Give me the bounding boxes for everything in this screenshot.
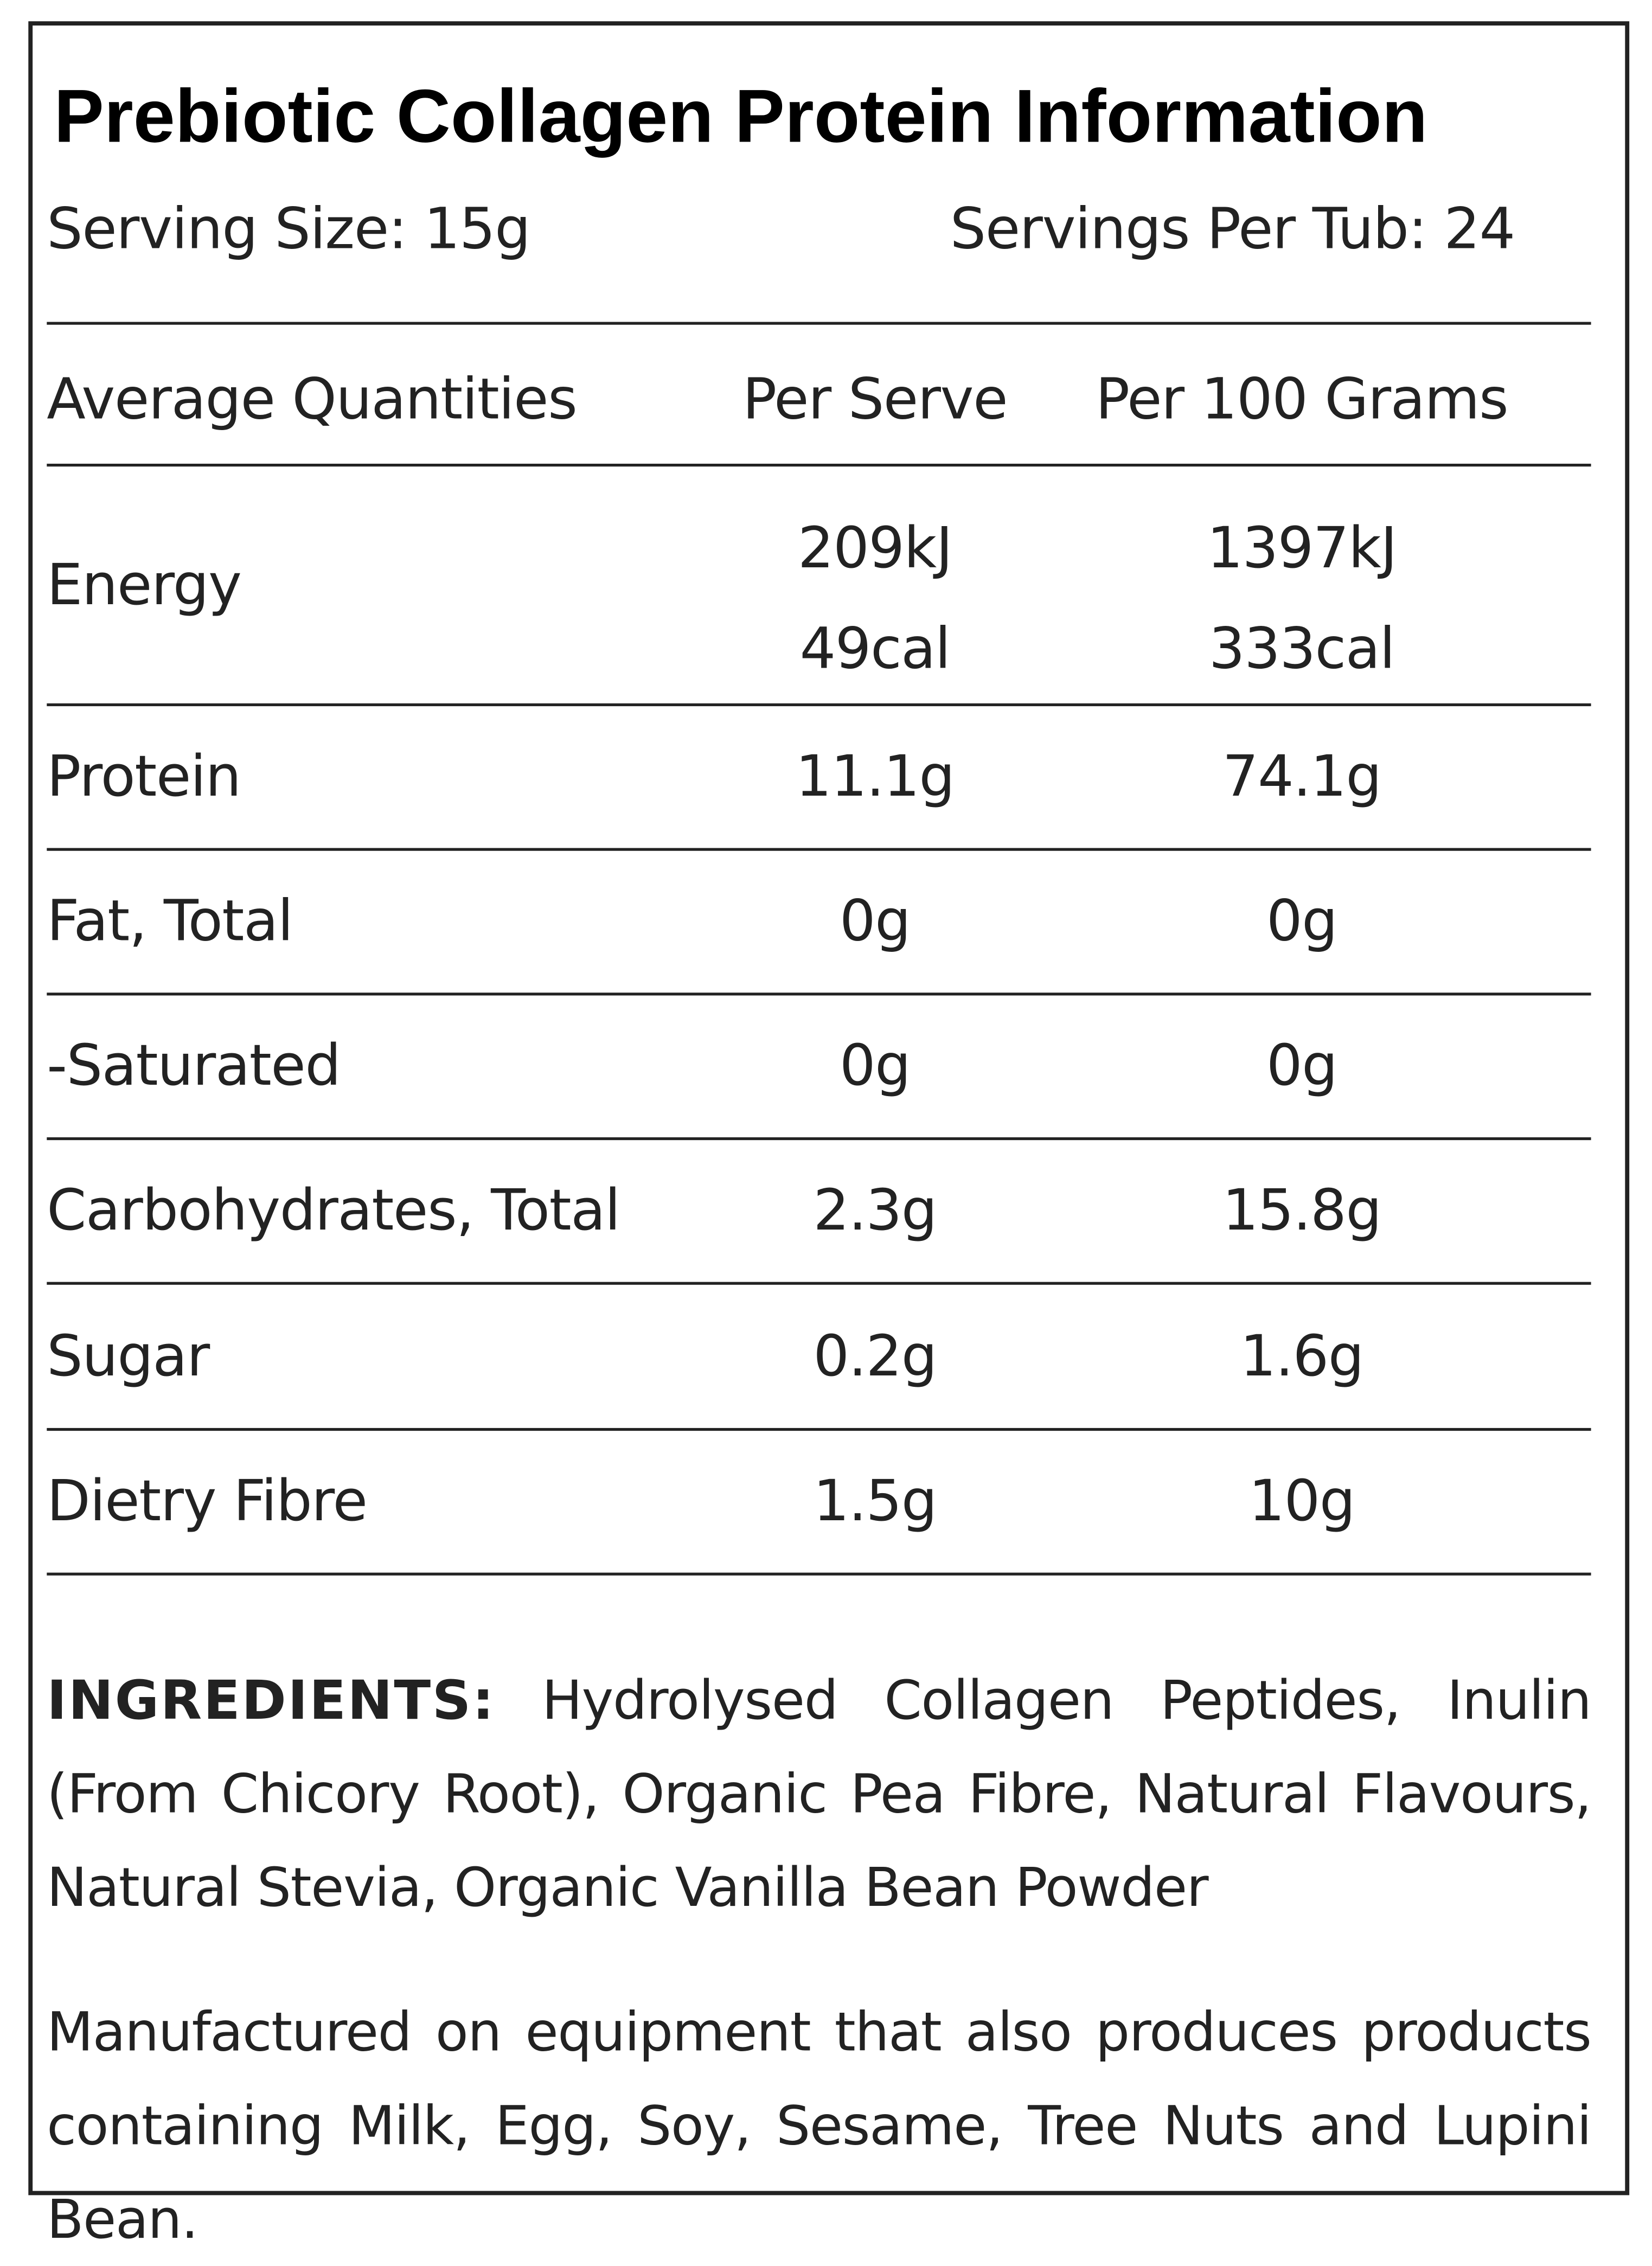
title: Prebiotic Collagen Protein Information [54, 75, 1428, 159]
rule [47, 703, 1591, 707]
rule [47, 1282, 1591, 1285]
value-cell: 49cal [799, 617, 951, 682]
servings-per-tub: Servings Per Tub: 24 [950, 197, 1515, 263]
value-cell: 1.5g [813, 1469, 937, 1534]
header-cell: Average Quantities [47, 367, 577, 433]
row-label: Protein [47, 744, 241, 810]
page: Prebiotic Collagen Protein Information S… [28, 21, 1630, 2251]
row-label: Dietry Fibre [47, 1469, 368, 1534]
rule [47, 463, 1591, 467]
rule [47, 1428, 1591, 1431]
value-cell: 1.6g [1240, 1323, 1364, 1390]
rule [47, 322, 1591, 325]
value-cell: 0.2g [813, 1323, 937, 1390]
value-cell: 0g [840, 889, 911, 955]
header-cell: Per 100 Grams [1096, 367, 1509, 433]
allergen-note: Manufactured on equipment that also prod… [47, 2001, 1592, 2251]
row-label: -Saturated [47, 1034, 341, 1099]
ingredients-label: INGREDIENTS: [47, 1669, 496, 1732]
row-label: Carbohydrates, Total [47, 1178, 620, 1244]
serving-size: Serving Size: 15g [47, 197, 530, 263]
value-cell: 0g [1266, 889, 1338, 955]
rule [47, 993, 1591, 996]
label: Prebiotic Collagen Protein Information S… [28, 21, 1630, 2250]
value-cell: 11.1g [795, 744, 955, 810]
value-cell: 2.3g [813, 1178, 937, 1244]
frame [28, 21, 1630, 2195]
rule [47, 848, 1591, 851]
value-cell: 1397kJ [1207, 516, 1397, 581]
value-cell: 0g [1266, 1034, 1338, 1099]
header-cell: Per Serve [742, 367, 1008, 433]
row-label: Fat, Total [47, 889, 293, 955]
row-label: Sugar [47, 1323, 210, 1390]
value-cell: 10g [1248, 1469, 1355, 1534]
ingredients: INGREDIENTS: Hydrolysed Collagen Peptide… [47, 1654, 1592, 1935]
value-cell: 0g [840, 1034, 911, 1099]
value-cell: 15.8g [1222, 1178, 1382, 1244]
rule [47, 1572, 1591, 1576]
rule [47, 1137, 1591, 1141]
value-cell: 74.1g [1222, 744, 1382, 810]
value-cell: 333cal [1208, 617, 1395, 682]
ingredients-text: Hydrolysed Collagen Peptides, Inulin (Fr… [47, 1669, 1592, 1919]
value-cell: 209kJ [797, 516, 953, 581]
row-label: Energy [47, 552, 242, 618]
